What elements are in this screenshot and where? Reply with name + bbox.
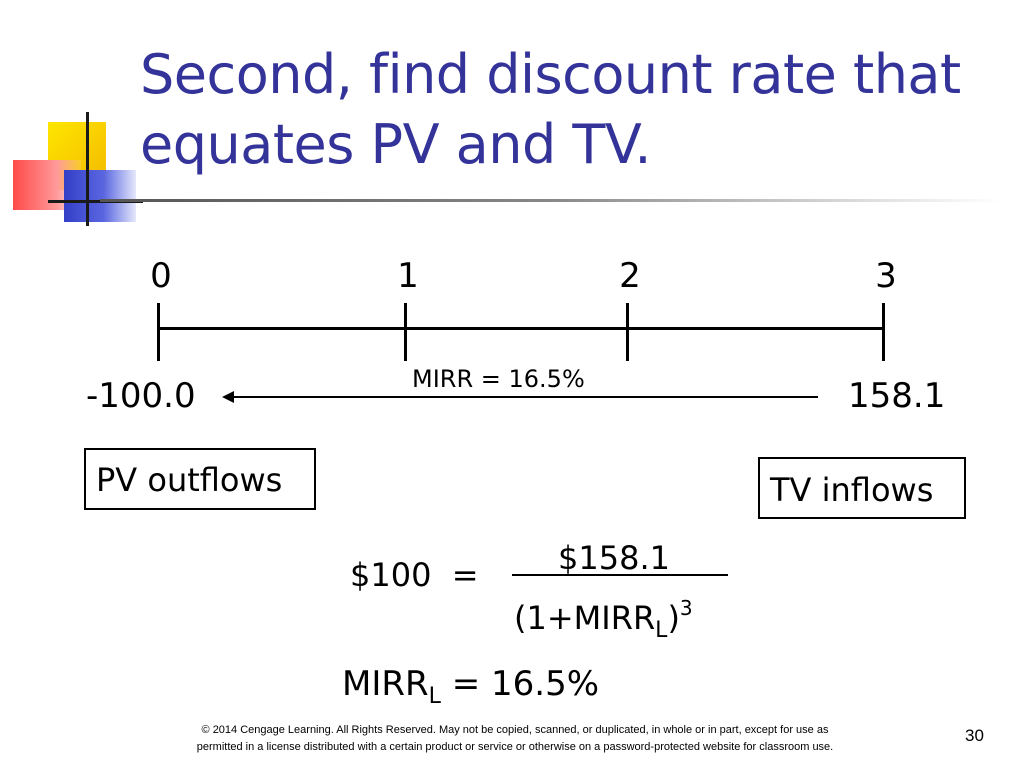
- timeline-tick-3: [882, 303, 885, 361]
- arrow-label: MIRR = 16.5%: [412, 365, 585, 393]
- slide-title-line-2: equates PV and TV.: [140, 113, 652, 176]
- result-subscript: L: [428, 684, 441, 709]
- discount-arrow-line: [230, 396, 818, 398]
- equation-lhs: $100 =: [350, 556, 479, 594]
- timeline-tick-0: [157, 303, 160, 361]
- timeline-period-2: 2: [619, 256, 641, 296]
- timeline-line: [158, 327, 884, 330]
- tv-inflows-label: TV inflows: [770, 471, 934, 509]
- pv-outflows-box: PV outflows: [84, 448, 316, 510]
- decor-blue-square: [64, 170, 136, 222]
- slide-title: Second, find discount rate that equates …: [140, 40, 1010, 180]
- result-suffix: = 16.5%: [440, 664, 600, 704]
- tv-inflows-box: TV inflows: [758, 457, 966, 519]
- timeline-tick-1: [404, 303, 407, 361]
- denominator-exponent: 3: [679, 596, 693, 620]
- decor-vertical-line: [86, 112, 89, 226]
- cash-flow-outflow: -100.0: [86, 376, 196, 416]
- copyright-line-1: © 2014 Cengage Learning. All Rights Rese…: [201, 724, 829, 736]
- equation-numerator: $158.1: [558, 539, 670, 577]
- timeline-tick-2: [626, 303, 629, 361]
- timeline-period-0: 0: [150, 256, 172, 296]
- title-rule: [100, 199, 1000, 202]
- slide-title-line-1: Second, find discount rate that: [140, 43, 961, 106]
- mirr-result: MIRRL = 16.5%: [342, 662, 599, 719]
- denominator-subscript: L: [655, 618, 668, 643]
- equation-denominator: (1+MIRRL)3: [514, 588, 693, 651]
- timeline-period-1: 1: [397, 256, 419, 296]
- copyright-line-2: permitted in a license distributed with …: [196, 741, 834, 753]
- result-prefix: MIRR: [342, 664, 429, 704]
- decor-horizontal-line: [48, 200, 143, 203]
- timeline-period-3: 3: [875, 256, 897, 296]
- cash-flow-terminal: 158.1: [848, 376, 946, 416]
- denominator-prefix: (1+MIRR: [514, 599, 656, 637]
- pv-outflows-label: PV outflows: [96, 461, 283, 499]
- denominator-suffix: ): [667, 599, 680, 637]
- arrow-left-icon: [222, 391, 234, 403]
- copyright-footer: © 2014 Cengage Learning. All Rights Rese…: [130, 722, 900, 756]
- page-number: 30: [965, 726, 984, 745]
- fraction-bar: [512, 574, 728, 576]
